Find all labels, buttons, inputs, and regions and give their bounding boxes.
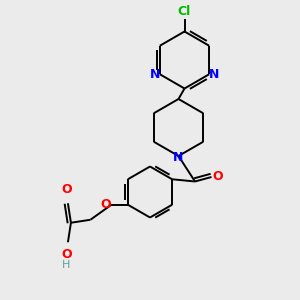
Text: H: H [62, 260, 70, 270]
Text: O: O [61, 248, 72, 261]
Text: O: O [61, 183, 72, 196]
Text: O: O [101, 198, 111, 211]
Text: N: N [208, 68, 219, 81]
Text: N: N [150, 68, 160, 81]
Text: N: N [173, 151, 184, 164]
Text: O: O [213, 170, 224, 184]
Text: Cl: Cl [178, 5, 191, 18]
